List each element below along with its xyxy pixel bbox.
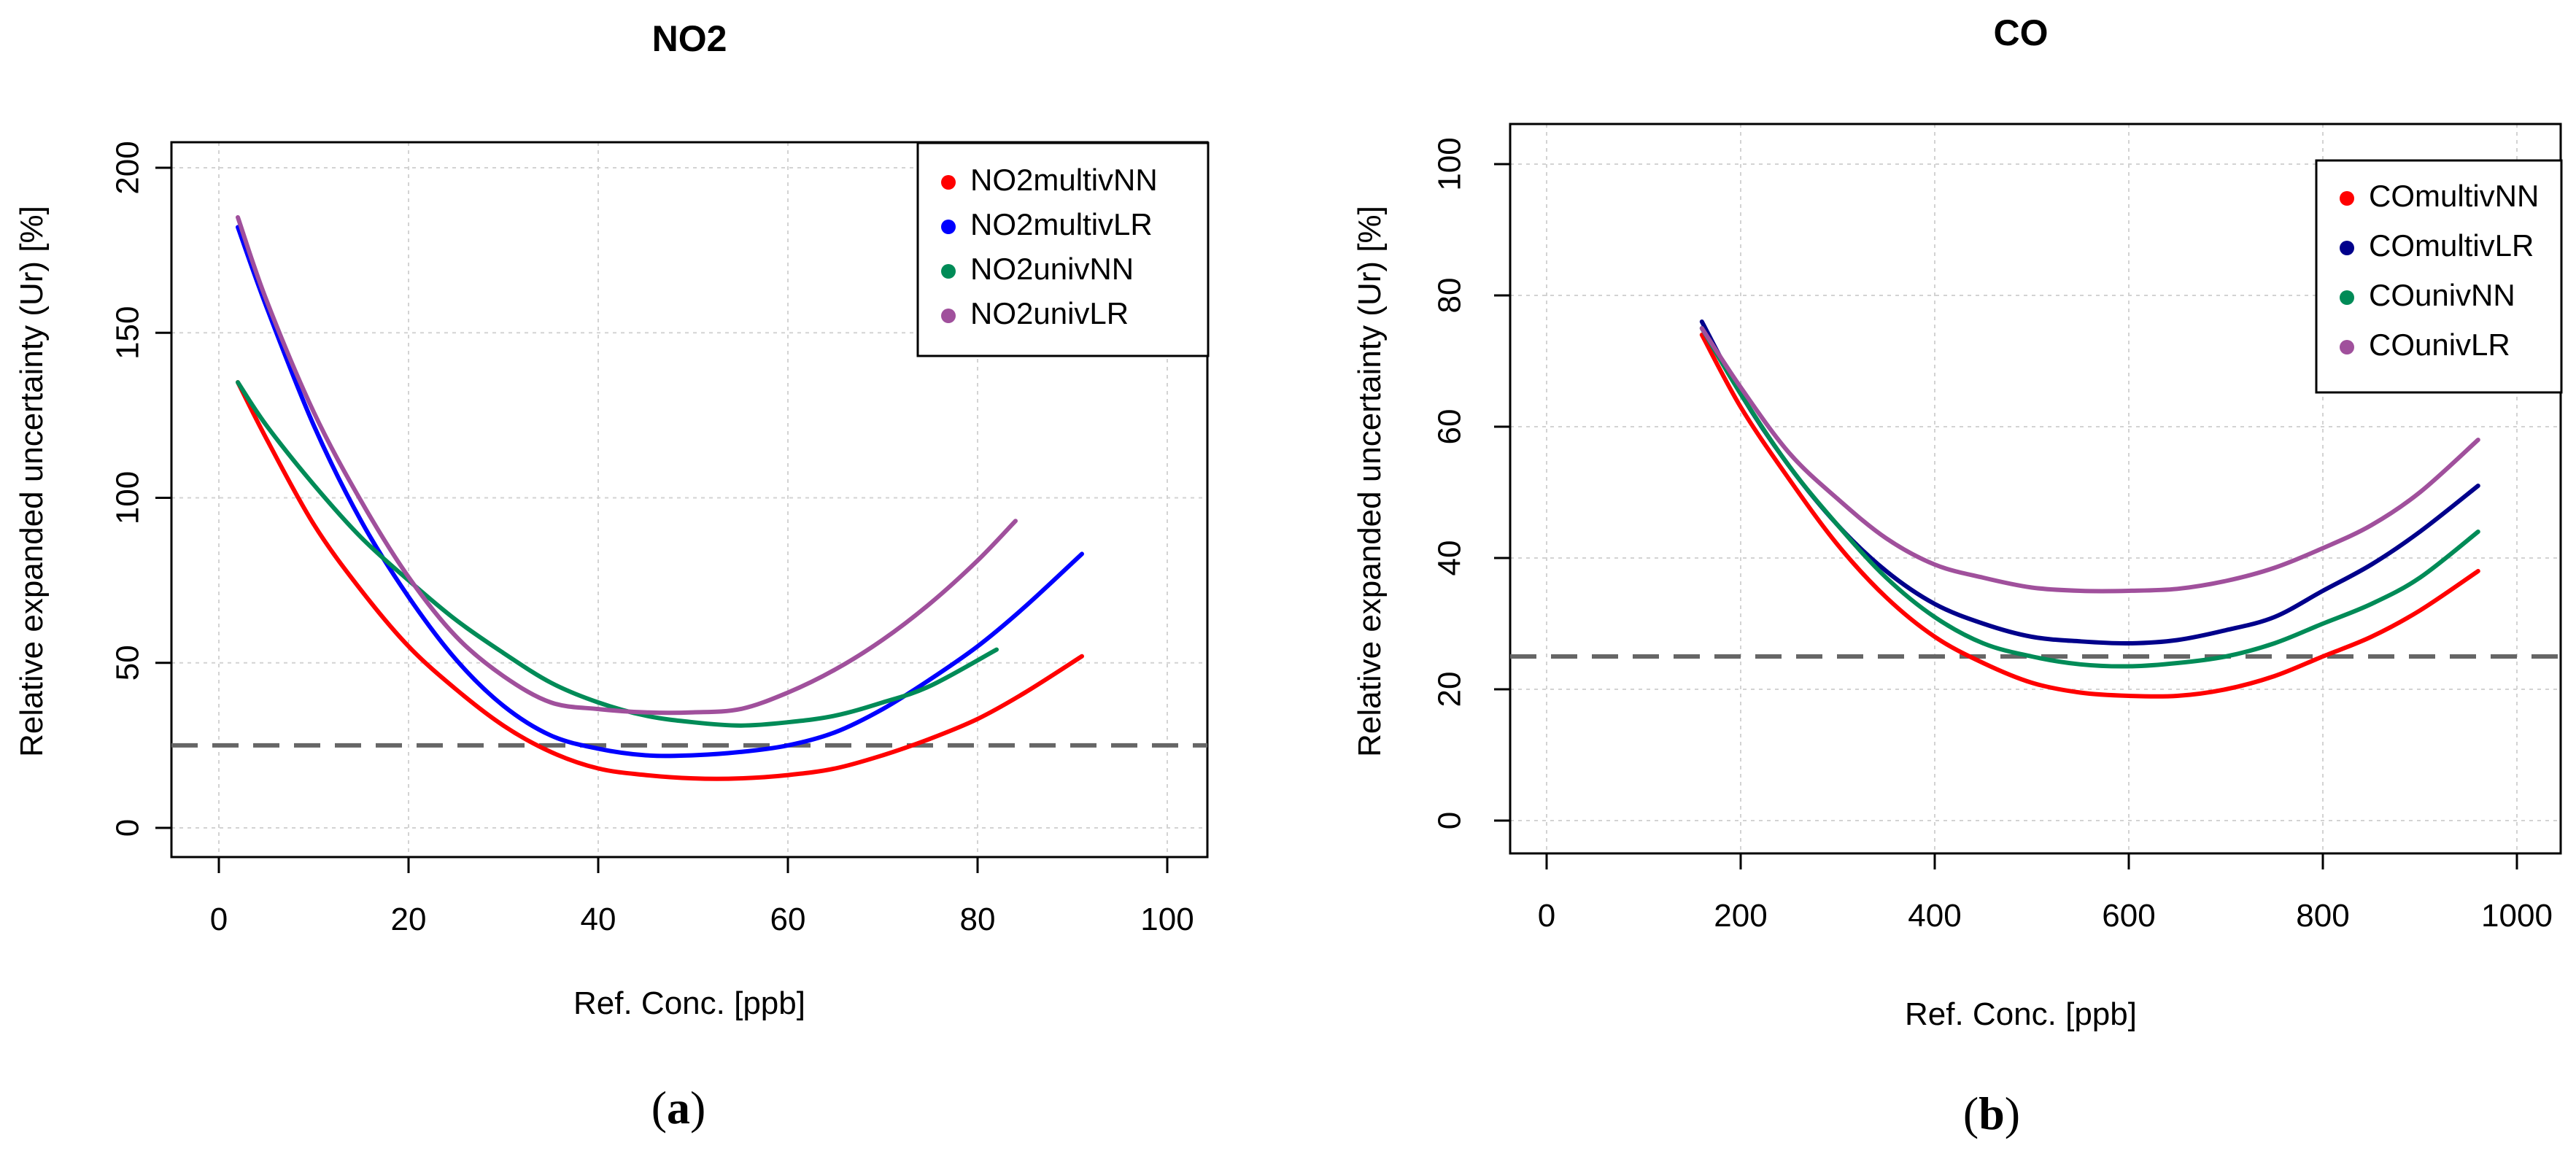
- x-tick-label: 200: [1714, 898, 1767, 934]
- panel-caption: (b): [1963, 1088, 2020, 1139]
- x-tick-label: 60: [770, 902, 806, 937]
- legend-label: COmultivLR: [2369, 228, 2534, 263]
- series-line-COunivLR: [1699, 326, 2480, 594]
- caption-letter: b: [1979, 1088, 2005, 1139]
- x-tick-label: 600: [2102, 898, 2155, 934]
- x-tick-label: 400: [1908, 898, 1961, 934]
- y-axis-label: Relative expanded uncertainty (Ur) [%]: [14, 206, 50, 757]
- caption-paren-close: ): [690, 1082, 705, 1133]
- legend-label: NO2univNN: [970, 252, 1134, 286]
- chart-panel-a: 0 20 40 60 80 100 0 50 100 150 200 NO2multivNN NO2mu…: [14, 18, 1210, 1133]
- plot-area-border: [1509, 123, 2562, 855]
- x-axis-label: Ref. Conc. [ppb]: [1905, 996, 2137, 1032]
- caption-letter: a: [667, 1082, 690, 1133]
- y-tick-label: 20: [1432, 672, 1468, 708]
- x-tick-label: 1000: [2481, 898, 2553, 934]
- series-line-NO2multivNN: [236, 380, 1084, 781]
- x-tick-label: 0: [210, 902, 228, 937]
- legend-box: [2315, 159, 2563, 394]
- x-axis-label: Ref. Conc. [ppb]: [573, 985, 805, 1021]
- x-tick-label: 0: [1538, 898, 1555, 934]
- legend-label: NO2multivNN: [970, 163, 1158, 197]
- x-tick-label: 20: [391, 902, 427, 937]
- x-tick-label: 100: [1140, 902, 1194, 937]
- legend-label: COunivLR: [2369, 328, 2510, 362]
- y-tick-label: 100: [1432, 137, 1468, 190]
- legend-box: [916, 142, 1210, 357]
- legend-marker: [2340, 241, 2354, 255]
- caption-paren-open: (: [651, 1082, 667, 1133]
- series-line-COunivNN: [1699, 326, 2480, 669]
- chart-panel-b: 0 200 400 600 800 1000 0 20 40 60 80 100 COmultivNN C…: [1352, 12, 2563, 1139]
- y-tick-label: 100: [110, 471, 146, 524]
- legend-marker: [2340, 340, 2354, 354]
- legend-label: COunivNN: [2369, 278, 2515, 312]
- series-line-COmultivNN: [1699, 333, 2480, 699]
- chart-title: NO2: [652, 18, 727, 59]
- series-line-NO2univNN: [236, 380, 999, 728]
- panel-caption: (a): [651, 1082, 706, 1133]
- y-tick-label: 0: [1432, 812, 1468, 829]
- y-tick-label: 40: [1432, 540, 1468, 576]
- y-axis-label: Relative expanded uncertainty (Ur) [%]: [1352, 206, 1388, 757]
- legend-marker: [2340, 290, 2354, 305]
- caption-paren-open: (: [1963, 1088, 1979, 1139]
- x-tick-label: 80: [960, 902, 996, 937]
- caption-paren-close: ): [2005, 1088, 2020, 1139]
- y-tick-label: 60: [1432, 409, 1468, 445]
- chart-title: CO: [1994, 12, 2049, 53]
- legend-label: NO2univLR: [970, 296, 1129, 330]
- y-tick-label: 200: [110, 141, 146, 194]
- x-tick-label: 40: [581, 902, 616, 937]
- legend-marker: [941, 175, 956, 190]
- y-tick-label: 150: [110, 306, 146, 360]
- y-tick-label: 50: [110, 645, 146, 681]
- legend-marker: [941, 264, 956, 279]
- legend-marker: [941, 220, 956, 234]
- y-tick-label: 80: [1432, 278, 1468, 314]
- legend-marker: [2340, 191, 2354, 206]
- series-line-NO2multivLR: [236, 225, 1084, 759]
- y-tick-label: 0: [110, 819, 146, 837]
- legend-label: COmultivNN: [2369, 179, 2539, 213]
- plot-area-border: [170, 141, 1209, 859]
- x-tick-label: 800: [2296, 898, 2349, 934]
- legend-marker: [941, 309, 956, 323]
- series-line-NO2univLR: [236, 214, 1018, 716]
- legend-label: NO2multivLR: [970, 207, 1153, 241]
